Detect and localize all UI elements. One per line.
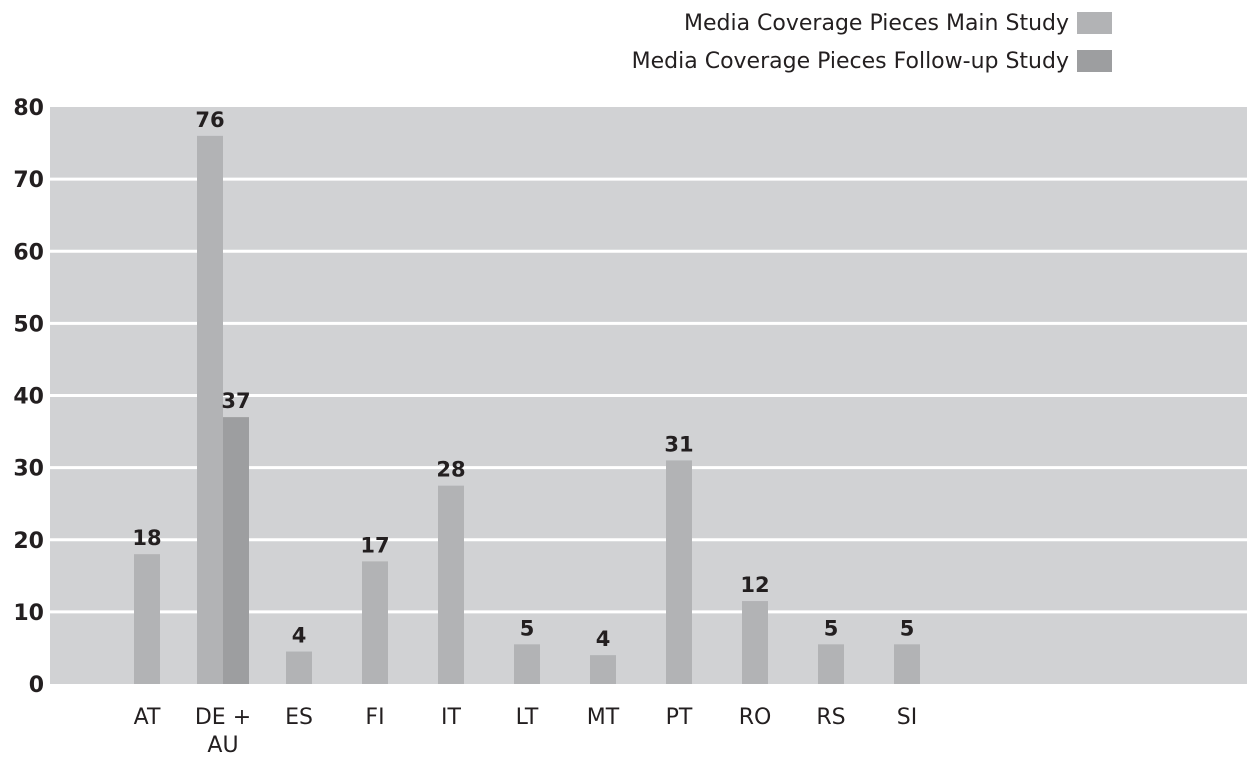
x-tick-label: SI [897, 705, 917, 730]
x-tick-label: MT [587, 705, 620, 730]
bar-main-study [742, 601, 768, 684]
x-tick-label: LT [516, 705, 539, 730]
y-tick-label: 60 [13, 240, 44, 265]
data-label: 5 [900, 616, 915, 640]
data-label: 76 [195, 108, 224, 132]
legend-label-follow-up-study: Media Coverage Pieces Follow-up Study [632, 49, 1069, 74]
legend-swatch-follow-up-study [1077, 50, 1112, 72]
y-tick-label: 80 [13, 96, 44, 121]
x-tick-label: IT [441, 705, 461, 730]
x-tick-label: ES [285, 705, 313, 730]
gridlines [50, 177, 1247, 614]
x-tick-label: RS [816, 705, 845, 730]
x-tick-label: AT [134, 705, 161, 730]
x-tick-label: PT [666, 705, 693, 730]
x-tick-label: RO [739, 705, 772, 730]
legend: Media Coverage Pieces Main Study Media C… [632, 11, 1112, 74]
legend-label-main-study: Media Coverage Pieces Main Study [684, 11, 1069, 36]
data-label: 12 [740, 573, 769, 597]
x-axis: AT DE + AU ES FI IT LT MT PT RO RS SI [134, 705, 918, 757]
data-label: 5 [824, 616, 839, 640]
bar-follow-up-study [223, 417, 249, 684]
y-tick-label: 30 [13, 457, 44, 482]
data-label: 31 [664, 432, 693, 456]
data-label: 28 [436, 458, 465, 482]
bar-main-study [514, 644, 540, 684]
bar-main-study [134, 554, 160, 684]
bar-main-study [666, 460, 692, 684]
bar-main-study [894, 644, 920, 684]
bar-main-study [818, 644, 844, 684]
data-label: 17 [360, 533, 389, 557]
data-label: 4 [596, 627, 611, 651]
y-tick-label: 70 [13, 168, 44, 193]
y-tick-label: 20 [13, 529, 44, 554]
data-label: 37 [221, 389, 250, 413]
y-tick-label: 0 [29, 673, 44, 698]
data-label: 4 [292, 624, 307, 648]
legend-swatch-main-study [1077, 12, 1112, 34]
y-tick-label: 50 [13, 312, 44, 337]
y-tick-label: 10 [13, 601, 44, 626]
bar-main-study [286, 651, 312, 684]
y-tick-label: 40 [13, 385, 44, 410]
x-tick-label: DE + AU [195, 705, 251, 757]
y-axis: 0 10 20 30 40 50 60 70 80 [13, 96, 44, 698]
x-tick-label: FI [365, 705, 384, 730]
data-label: 18 [132, 526, 161, 550]
bar-main-study [362, 561, 388, 684]
data-label: 5 [520, 616, 535, 640]
bar-main-study [197, 135, 223, 685]
bars: 18 76 37 4 17 28 5 4 31 12 5 5 [132, 108, 920, 685]
bar-main-study [438, 485, 464, 684]
bar-main-study [590, 655, 616, 684]
